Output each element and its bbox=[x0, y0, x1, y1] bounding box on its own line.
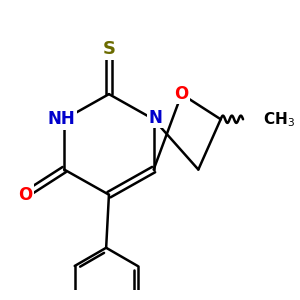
Text: O: O bbox=[18, 186, 32, 204]
Text: CH$_3$: CH$_3$ bbox=[262, 110, 295, 129]
Text: NH: NH bbox=[48, 110, 75, 128]
Text: N: N bbox=[148, 109, 162, 127]
Text: S: S bbox=[102, 40, 116, 58]
Text: O: O bbox=[175, 85, 189, 103]
